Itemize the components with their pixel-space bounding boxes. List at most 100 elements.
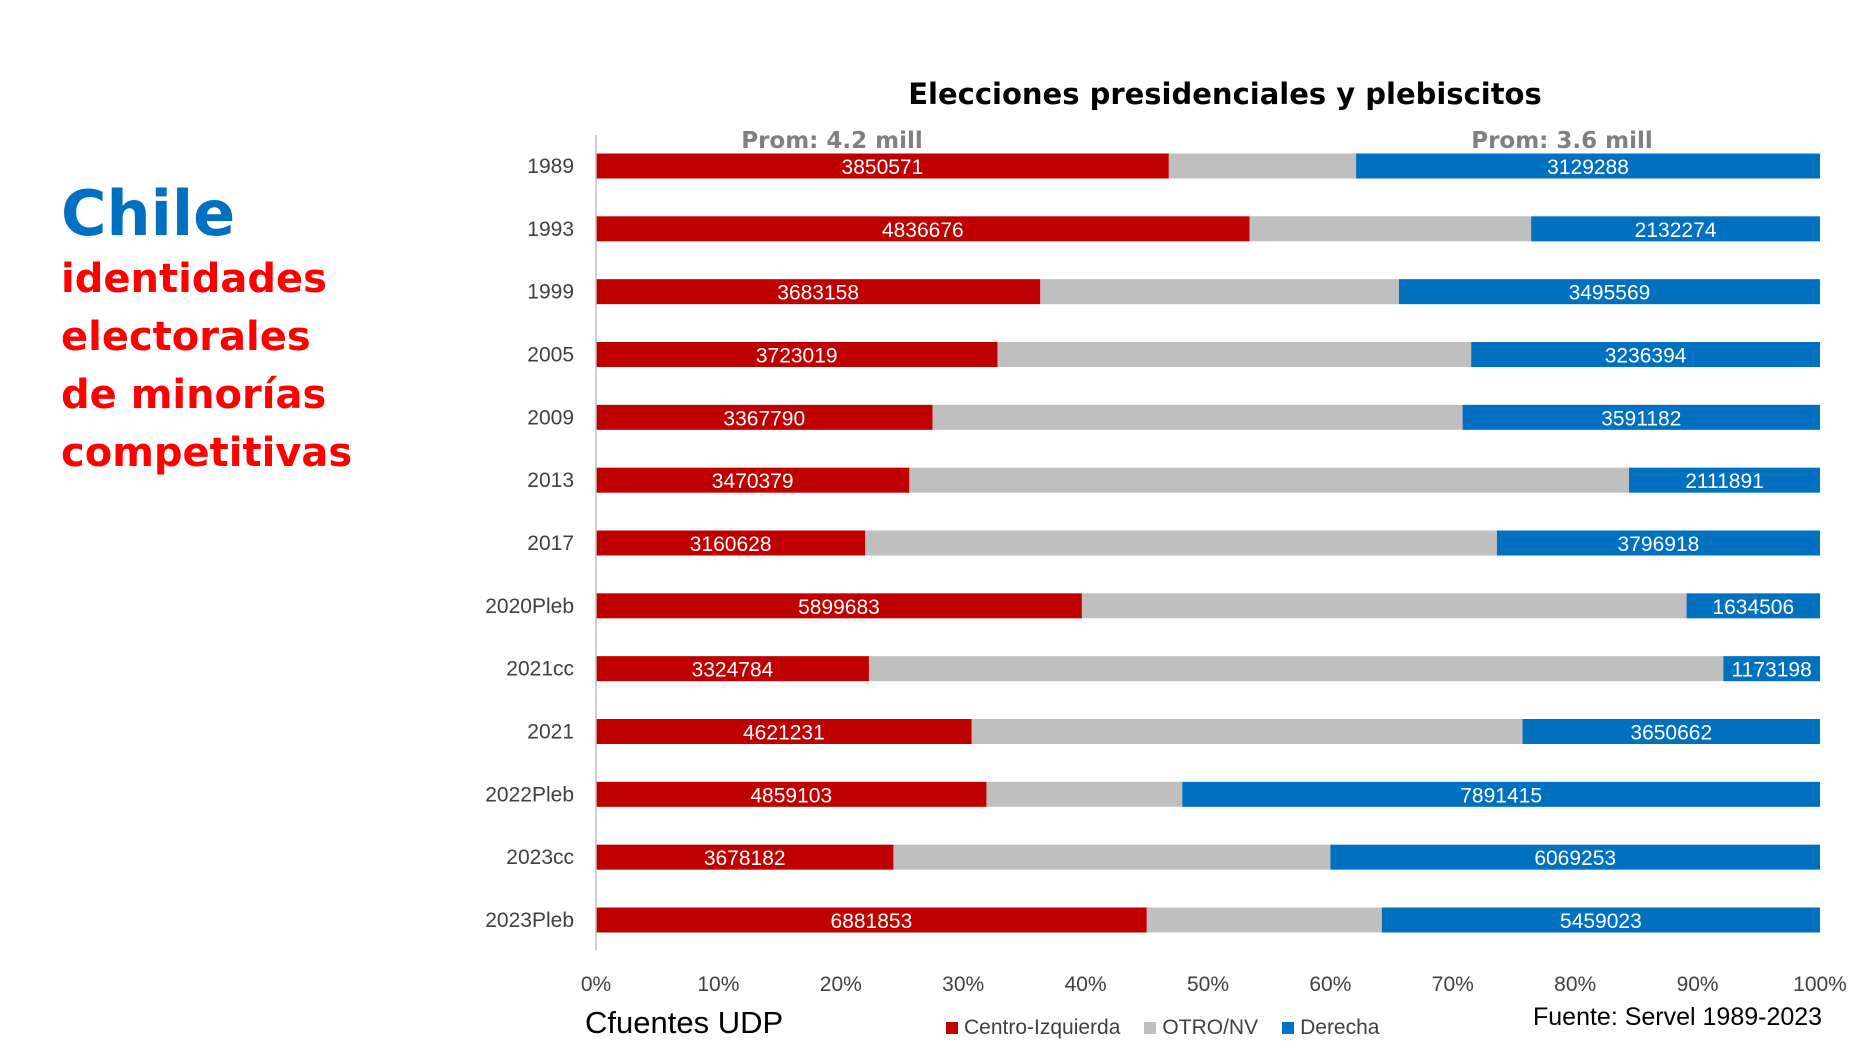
bar-segment — [1381, 907, 1820, 933]
bar-segment — [997, 342, 1472, 367]
source-credit: Fuente: Servel 1989-2023 — [1533, 1003, 1823, 1031]
bar-value-label: 5899683 — [798, 596, 880, 619]
legend-label-otro-nv: OTRO/NV — [1162, 1016, 1259, 1039]
legend-item-derecha: Derecha — [1282, 1016, 1379, 1040]
y-category-label: 2021 — [527, 721, 574, 744]
bar-segment — [596, 467, 910, 493]
bar-segment — [865, 530, 1497, 556]
bar-segment — [1330, 844, 1820, 870]
bar-value-label: 3324784 — [692, 659, 774, 682]
x-tick-label: 20% — [820, 973, 862, 996]
x-tick-label: 40% — [1065, 973, 1107, 996]
country-title: Chile — [61, 177, 236, 250]
author-credit: Cfuentes UDP — [585, 1005, 784, 1040]
bar-value-label: 3367790 — [723, 407, 805, 430]
bar-segment — [596, 844, 894, 870]
subtitle-line-1: identidades — [61, 256, 327, 302]
bars-group: 3850571 3129288 4836676 2132274 3683158 34955… — [596, 153, 1820, 933]
subtitle-line-4: competitivas — [61, 430, 353, 476]
legend-swatch-derecha — [1282, 1022, 1295, 1034]
bar-value-label: 1634506 — [1712, 596, 1794, 619]
bar-segment — [1249, 216, 1532, 242]
bar-value-label: 3591182 — [1601, 407, 1681, 430]
bar-value-label: 5459023 — [1560, 910, 1642, 933]
bar-segment — [596, 719, 972, 744]
y-category-label: 2020Pleb — [485, 595, 574, 618]
x-tick-label: 30% — [942, 973, 984, 996]
bar-segment — [1398, 279, 1820, 305]
left-title-block: Chile identidades electorales de minoría… — [61, 178, 352, 482]
bar-value-label: 3129288 — [1547, 156, 1629, 179]
bar-segment — [893, 844, 1331, 870]
legend-label-derecha: Derecha — [1300, 1016, 1380, 1039]
bar-segment — [1462, 404, 1820, 430]
x-tick-label: 60% — [1309, 973, 1351, 996]
bar-segment — [1081, 593, 1687, 619]
x-tick-label: 80% — [1554, 973, 1596, 996]
subtitle-line-3: de minorías — [61, 372, 327, 418]
legend-swatch-otro-nv — [1144, 1022, 1157, 1034]
x-tick-label: 10% — [697, 973, 739, 996]
bar-segment — [1496, 530, 1820, 556]
y-category-label: 2005 — [527, 344, 574, 367]
annotation-left: Prom: 4.2 mill — [741, 128, 923, 154]
legend-swatch-centro-izquierda — [946, 1022, 958, 1034]
bar-segment — [596, 593, 1082, 619]
bar-value-label: 3236394 — [1605, 345, 1687, 368]
bar-segment — [1168, 153, 1357, 179]
bar-segment — [596, 404, 933, 430]
bar-segment — [986, 781, 1183, 807]
y-category-label: 1999 — [527, 281, 574, 304]
bar-segment — [1686, 593, 1820, 619]
bar-segment — [1146, 907, 1382, 933]
bar-value-label: 6881853 — [831, 910, 913, 933]
bar-value-label: 2111891 — [1685, 470, 1764, 493]
bar-value-label: 3470379 — [712, 470, 794, 493]
x-tick-label: 0% — [581, 973, 611, 996]
x-tick-label: 100% — [1793, 973, 1847, 996]
bar-value-label: 3796918 — [1618, 533, 1700, 556]
y-category-label: 2013 — [527, 469, 574, 492]
bar-value-label: 7891415 — [1460, 784, 1542, 807]
bar-value-label: 1173198 — [1732, 659, 1812, 682]
bar-value-label: 3683158 — [777, 282, 859, 305]
bar-value-label: 3850571 — [842, 156, 924, 179]
bar-segment — [909, 467, 1630, 493]
y-category-label: 2021cc — [506, 658, 574, 681]
bar-segment — [868, 656, 1724, 682]
bar-segment — [596, 907, 1147, 933]
y-category-label: 2017 — [527, 532, 574, 555]
y-category-label: 2009 — [527, 406, 574, 429]
bar-segment — [1522, 719, 1820, 744]
bar-segment — [1531, 216, 1820, 242]
y-category-label: 1989 — [527, 155, 574, 178]
bar-segment — [932, 404, 1463, 430]
subtitle-lines: identidades electorales de minorías comp… — [61, 250, 352, 482]
bar-value-label: 4621231 — [743, 722, 825, 745]
bar-value-label: 3160628 — [690, 533, 772, 556]
bar-value-label: 3650662 — [1630, 722, 1712, 745]
bar-segment — [971, 719, 1523, 744]
y-category-label: 2023Pleb — [485, 909, 574, 932]
annotation-right: Prom: 3.6 mill — [1471, 128, 1653, 154]
bar-segment — [1629, 467, 1820, 493]
bar-segment — [596, 781, 987, 807]
bar-segment — [596, 530, 866, 556]
bar-segment — [1040, 279, 1399, 305]
y-category-label: 1993 — [527, 218, 574, 241]
bar-value-label: 6069253 — [1534, 847, 1616, 870]
bar-value-label: 3723019 — [756, 345, 838, 368]
bar-segment — [596, 342, 998, 367]
bar-segment — [596, 279, 1041, 305]
bar-segment — [1356, 153, 1820, 179]
bar-segment — [596, 656, 869, 682]
bar-value-label: 3495569 — [1569, 282, 1651, 305]
y-category-label: 2022Pleb — [485, 783, 574, 806]
x-tick-label: 50% — [1187, 973, 1229, 996]
legend-item-centro-izquierda: Centro-Izquierda — [946, 1016, 1120, 1040]
subtitle-line-2: electorales — [61, 314, 311, 360]
chart-title: Elecciones presidenciales y plebiscitos — [908, 77, 1542, 111]
bar-segment — [1182, 781, 1820, 807]
x-tick-label: 90% — [1677, 973, 1719, 996]
